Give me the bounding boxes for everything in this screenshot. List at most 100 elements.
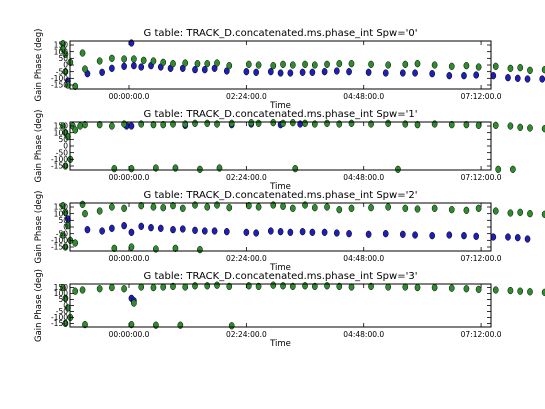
data-point bbox=[277, 69, 284, 77]
data-point bbox=[475, 63, 482, 71]
data-point bbox=[72, 126, 79, 134]
data-point bbox=[96, 57, 103, 65]
data-point bbox=[412, 231, 418, 239]
data-point bbox=[448, 206, 455, 214]
data-point bbox=[368, 204, 374, 212]
x-axis-label: Time bbox=[269, 263, 291, 273]
data-point bbox=[170, 226, 176, 234]
data-point bbox=[517, 287, 524, 295]
data-point bbox=[270, 281, 277, 289]
data-point bbox=[475, 285, 482, 294]
data-point bbox=[60, 202, 66, 210]
data-point bbox=[507, 209, 514, 217]
data-point bbox=[280, 202, 286, 210]
data-point bbox=[197, 165, 203, 173]
y-axis-label: Gain Phase (deg) bbox=[34, 191, 44, 264]
y-tick-label: -150 bbox=[51, 162, 68, 171]
data-point bbox=[348, 204, 355, 212]
data-point bbox=[223, 228, 230, 236]
x-axis-label: Time bbox=[269, 339, 291, 349]
data-point bbox=[214, 59, 220, 67]
data-point bbox=[507, 64, 514, 72]
x-tick-label: 02:24:00.0 bbox=[226, 173, 267, 182]
data-point bbox=[131, 299, 137, 307]
data-point bbox=[412, 69, 418, 77]
data-point bbox=[138, 63, 145, 71]
data-point bbox=[463, 121, 470, 129]
data-point bbox=[348, 60, 355, 68]
data-point bbox=[289, 61, 296, 69]
data-point bbox=[60, 231, 66, 239]
data-point bbox=[150, 203, 157, 211]
data-point bbox=[109, 64, 115, 72]
panel-title: G table: TRACK_D.concatenated.ms.phase_i… bbox=[144, 28, 418, 39]
data-point bbox=[153, 321, 159, 329]
y-tick-label: -50 bbox=[56, 307, 68, 316]
data-point bbox=[121, 62, 127, 70]
data-point bbox=[527, 124, 533, 132]
data-point bbox=[204, 203, 211, 211]
x-tick-label: 02:24:00.0 bbox=[226, 330, 267, 339]
data-point bbox=[128, 228, 135, 236]
y-tick-label: 50 bbox=[58, 135, 68, 144]
data-point bbox=[131, 62, 137, 70]
data-point bbox=[505, 74, 511, 82]
data-point bbox=[245, 60, 252, 68]
y-tick-label: 0 bbox=[63, 142, 68, 151]
data-point bbox=[228, 119, 235, 127]
data-point bbox=[214, 281, 220, 289]
data-point bbox=[333, 67, 340, 75]
y-tick-label: 150 bbox=[54, 203, 69, 212]
data-point bbox=[160, 58, 167, 66]
data-point bbox=[192, 119, 198, 127]
data-point bbox=[109, 224, 115, 232]
y-tick-label: 50 bbox=[58, 216, 68, 225]
x-tick-label: 07:12:00.0 bbox=[461, 173, 502, 182]
data-point bbox=[192, 66, 198, 74]
data-point bbox=[309, 68, 316, 76]
data-point bbox=[517, 64, 524, 72]
data-point bbox=[182, 59, 189, 67]
data-point bbox=[60, 283, 66, 292]
data-point bbox=[79, 49, 86, 57]
data-point bbox=[150, 283, 157, 292]
data-point bbox=[79, 286, 86, 294]
data-point bbox=[527, 66, 533, 74]
y-tick-label: 150 bbox=[54, 283, 69, 292]
y-tick-label: -100 bbox=[51, 313, 68, 322]
data-point bbox=[446, 72, 453, 80]
data-point bbox=[346, 68, 352, 76]
data-point bbox=[365, 68, 372, 76]
data-point bbox=[255, 61, 262, 69]
data-point bbox=[277, 228, 284, 236]
data-point bbox=[150, 121, 157, 129]
x-tick-label: 04:48:00.0 bbox=[343, 330, 384, 339]
y-axis-label: Gain Phase (deg) bbox=[34, 29, 44, 102]
data-point bbox=[62, 50, 69, 58]
x-tick-label: 04:48:00.0 bbox=[343, 254, 384, 263]
data-point bbox=[270, 119, 277, 127]
data-point bbox=[287, 69, 294, 77]
data-point bbox=[324, 60, 330, 68]
data-point bbox=[463, 285, 470, 293]
panel-2: G table: TRACK_D.concatenated.ms.phase_i… bbox=[34, 190, 545, 273]
data-point bbox=[128, 165, 135, 173]
data-point bbox=[514, 234, 521, 242]
data-point bbox=[128, 243, 135, 251]
data-point bbox=[333, 229, 340, 237]
data-point bbox=[505, 233, 511, 241]
data-point bbox=[226, 282, 233, 291]
x-tick-label: 04:48:00.0 bbox=[343, 92, 384, 101]
data-point bbox=[82, 320, 88, 329]
data-point bbox=[140, 56, 147, 64]
data-point bbox=[62, 162, 69, 170]
data-point bbox=[336, 282, 343, 291]
y-tick-label: 0 bbox=[63, 223, 68, 232]
data-point bbox=[192, 282, 198, 290]
data-point bbox=[289, 204, 296, 212]
data-point bbox=[121, 55, 127, 63]
data-point bbox=[492, 62, 499, 70]
data-point bbox=[382, 230, 389, 238]
data-point bbox=[324, 282, 330, 290]
data-point bbox=[299, 68, 306, 76]
